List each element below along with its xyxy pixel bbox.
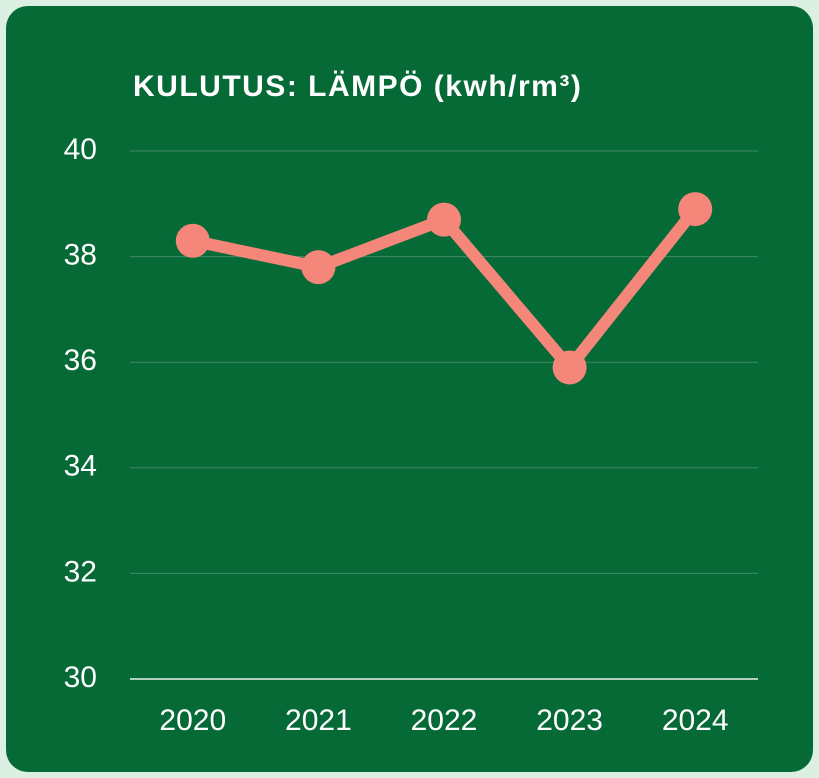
panel [6, 6, 813, 772]
x-tick-label: 2021 [285, 704, 352, 737]
x-tick-label: 2024 [662, 704, 729, 737]
data-point [427, 202, 461, 237]
y-tick-label: 32 [64, 555, 97, 588]
y-tick-label: 36 [64, 344, 97, 377]
chart-title: KULUTUS: LÄMPÖ (kwh/rm³) [133, 70, 582, 103]
x-tick-label: 2023 [536, 704, 603, 737]
y-tick-label: 30 [64, 661, 97, 694]
y-tick-label: 38 [64, 239, 97, 272]
y-tick-label: 34 [64, 450, 97, 483]
data-point [175, 223, 210, 258]
data-point [552, 350, 587, 385]
x-tick-label: 2020 [159, 704, 226, 737]
y-tick-label: 40 [64, 133, 97, 166]
x-tick-label: 2022 [411, 704, 478, 737]
data-point [678, 192, 713, 227]
data-point [301, 250, 336, 285]
